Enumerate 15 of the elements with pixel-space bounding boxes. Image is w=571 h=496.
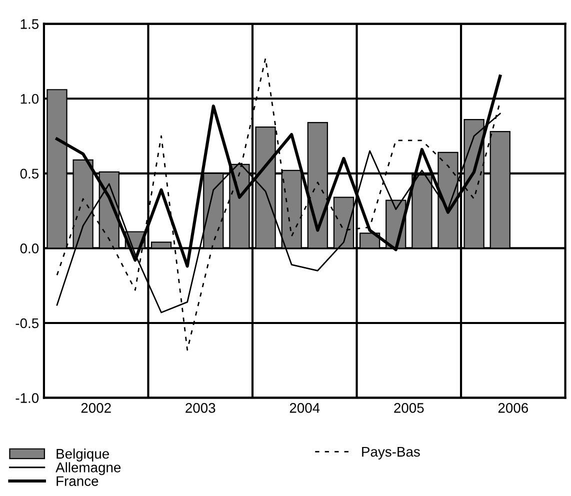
x-tick-label: 2005 (394, 403, 424, 413)
x-tick-label: 2004 (290, 403, 320, 413)
legend-label: France (56, 476, 98, 486)
legend-label: Allemagne (56, 462, 121, 476)
y-tick-label: 1.0 (20, 94, 39, 104)
x-tick-label: 2003 (186, 403, 216, 413)
y-tick-label: 1.5 (20, 19, 39, 29)
legend-label: Pays-Bas (362, 447, 420, 460)
y-tick-label: -0.5 (16, 318, 39, 328)
x-tick-label: 2002 (81, 403, 111, 413)
y-tick-label: 0.0 (20, 244, 39, 254)
x-tick-label: 2006 (498, 403, 528, 413)
legend-label: Belgique (56, 448, 109, 462)
y-tick-label: -1.0 (16, 393, 39, 403)
y-tick-label: 0.5 (20, 168, 39, 179)
